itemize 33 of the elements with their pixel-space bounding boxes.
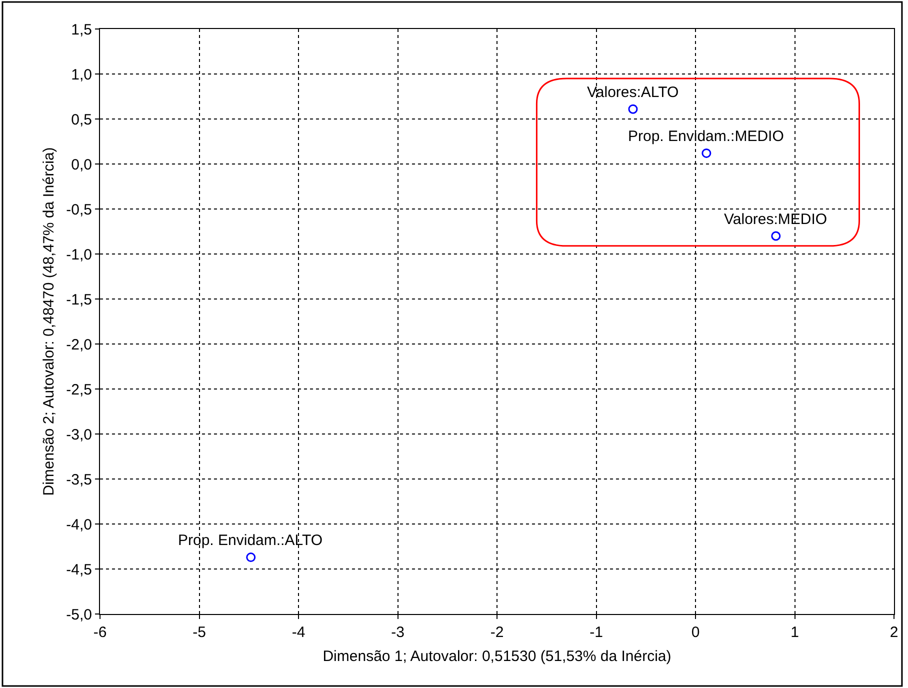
point (628, 104, 638, 114)
y-tick-label: -4,5 (66, 561, 92, 578)
x-tick-label: 0 (691, 624, 700, 641)
x-tick-label: -4 (292, 624, 306, 641)
y-tick-label: -2,0 (66, 336, 92, 354)
y-tick-label: -4,0 (66, 516, 92, 534)
y-axis-title: Dimensão 2; Autovalor: 0,48470 (48,47% da Inércia) (40, 147, 58, 496)
x-tick-label: 1 (790, 624, 799, 641)
annotation: Valores:MEDIO (724, 211, 828, 228)
y-tick-label: -5,0 (66, 606, 92, 624)
y-tick-label: 1,5 (71, 21, 92, 38)
y-tick-label: -0,5 (66, 201, 92, 218)
x-tick-label: -6 (93, 624, 107, 641)
annotation: Prop. Envidam.:ALTO (178, 532, 323, 549)
x-tick-label: -2 (490, 624, 504, 641)
y-tick-label: 1,0 (71, 66, 92, 84)
annotation: Valores:ALTO (587, 84, 679, 101)
x-axis-title: Dimensão 1; Autovalor: 0,51530 (51,53% da Inércia) (322, 648, 672, 665)
y-tick-label: -3,0 (66, 426, 92, 444)
point (246, 552, 256, 562)
x-tick-label: -5 (192, 624, 206, 641)
y-tick-label: -1,5 (66, 291, 92, 308)
y-tick-label: -1,0 (66, 246, 92, 264)
x-tick-label: 2 (890, 624, 898, 641)
point (771, 231, 781, 241)
y-tick-label: -3,5 (66, 471, 92, 488)
y-tick-label: 0,0 (71, 156, 92, 174)
annotation: Prop. Envidam.:MEDIO (628, 128, 784, 145)
point (702, 148, 712, 158)
x-tick-label: -1 (590, 624, 603, 641)
y-tick-label: -2,5 (66, 381, 92, 398)
x-tick-label: -3 (391, 624, 404, 641)
y-tick-label: 0,5 (71, 111, 92, 128)
